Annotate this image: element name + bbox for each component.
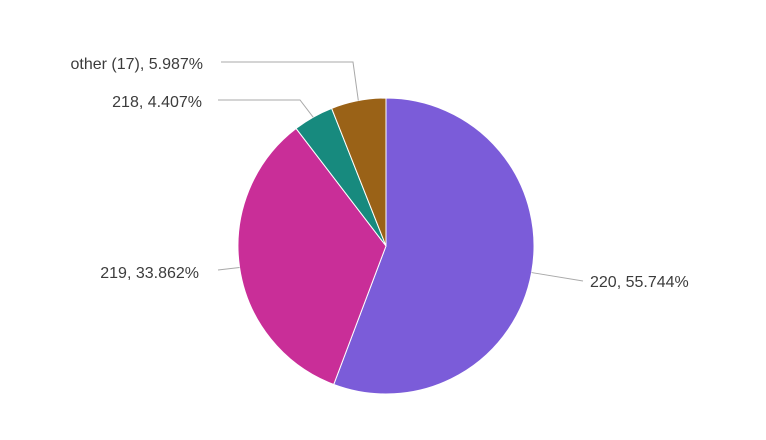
slice-label-219: 219, 33.862% — [100, 265, 199, 282]
pie-slice-other-17 — [330, 97, 387, 247]
leader-line-218 — [218, 99, 314, 118]
leader-line-other-17 — [221, 61, 359, 101]
leader-line-219 — [217, 267, 240, 271]
leader-lines — [217, 61, 584, 282]
slice-label-220: 220, 55.744% — [590, 274, 689, 291]
leader-line-220 — [531, 272, 584, 282]
slice-label-other: other (17), 5.987% — [70, 56, 203, 73]
pie-slices — [237, 97, 535, 395]
pie-slice-219 — [237, 127, 387, 386]
slice-label-218: 218, 4.407% — [112, 94, 202, 111]
